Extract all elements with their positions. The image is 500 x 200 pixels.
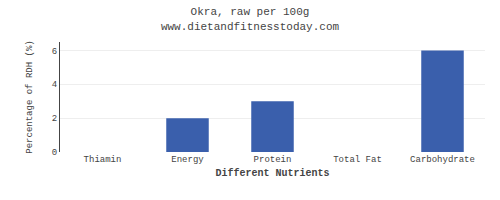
svg-text:Okra, raw per 100gwww.dietandf: Okra, raw per 100gwww.dietandfitnesstoda… <box>161 6 340 32</box>
svg-text:0: 0 <box>52 148 57 158</box>
svg-text:Energy: Energy <box>171 155 204 165</box>
svg-text:6: 6 <box>52 47 57 57</box>
svg-text:Protein: Protein <box>254 155 292 165</box>
svg-text:Total Fat: Total Fat <box>333 155 382 165</box>
svg-text:2: 2 <box>52 114 57 124</box>
svg-text:4: 4 <box>52 80 57 90</box>
svg-text:Thiamin: Thiamin <box>84 155 122 165</box>
svg-text:Percentage of RDH (%): Percentage of RDH (%) <box>25 40 35 153</box>
svg-text:Different Nutrients: Different Nutrients <box>215 168 329 179</box>
svg-text:Carbohydrate: Carbohydrate <box>410 155 475 165</box>
